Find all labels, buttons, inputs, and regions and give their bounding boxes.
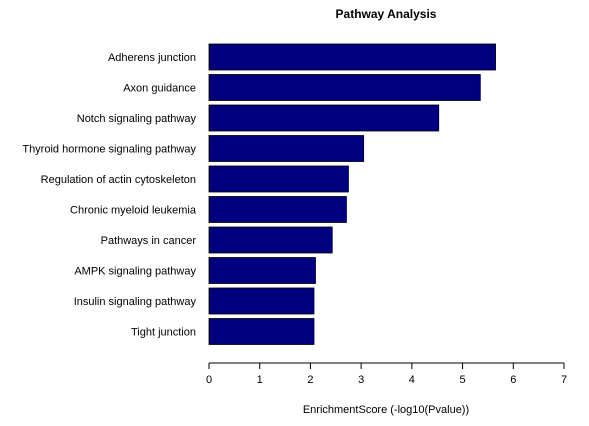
x-tick-label-2: 2 — [307, 374, 313, 386]
x-axis: 0 1 2 3 4 5 6 7 — [206, 362, 567, 386]
x-tick-label-4: 4 — [409, 374, 415, 386]
bar-8 — [208, 257, 316, 284]
bar-5 — [208, 165, 349, 193]
category-label-2: Axon guidance — [123, 83, 196, 95]
x-tick-label-0: 0 — [206, 374, 212, 386]
bars-group — [208, 43, 496, 345]
category-label-9: Insulin signaling pathway — [74, 296, 197, 308]
category-label-4: Thyroid hormone signaling pathway — [22, 144, 196, 156]
bar-2 — [208, 74, 481, 101]
category-label-1: Adherens junction — [108, 52, 196, 64]
category-label-3: Notch signaling pathway — [77, 113, 197, 125]
chart-title: Pathway Analysis — [336, 7, 437, 21]
category-label-6: Chronic myeloid leukemia — [70, 205, 197, 217]
bar-10 — [208, 318, 315, 345]
bar-3 — [208, 104, 440, 132]
category-label-8: AMPK signaling pathway — [74, 266, 196, 278]
x-tick-label-5: 5 — [460, 374, 466, 386]
bar-1 — [208, 43, 496, 71]
x-tick-label-3: 3 — [358, 374, 364, 386]
category-label-10: Tight junction — [131, 327, 196, 339]
x-axis-label: EnrichmentScore (-log10(Pvalue)) — [303, 404, 469, 416]
bar-6 — [208, 196, 347, 223]
bar-9 — [208, 287, 315, 315]
category-label-7: Pathways in cancer — [101, 235, 197, 247]
x-tick-label-1: 1 — [257, 374, 263, 386]
bar-7 — [208, 226, 333, 254]
category-labels-group: Adherens junction Axon guidance Notch sign… — [22, 52, 197, 339]
bar-4 — [208, 135, 365, 162]
category-label-5: Regulation of actin cytoskeleton — [41, 174, 196, 186]
x-tick-label-6: 6 — [510, 374, 516, 386]
x-tick-label-7: 7 — [561, 374, 567, 386]
